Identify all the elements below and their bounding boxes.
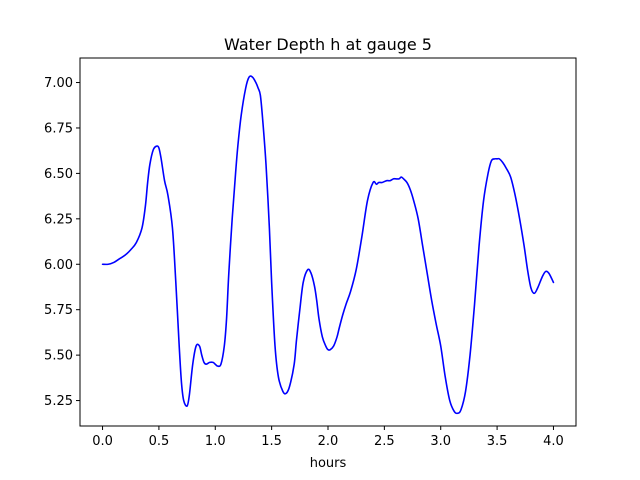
y-tick-label: 5.50: [44, 349, 73, 364]
x-axis-label: hours: [310, 456, 347, 471]
series-line: [101, 75, 555, 415]
y-tick-label: 7.00: [44, 76, 73, 91]
x-tick-label: 4.0: [543, 434, 564, 449]
chart-title: Water Depth h at gauge 5: [224, 35, 432, 54]
x-axis: 0.0 0.5 1.0 1.5 2.0 2.5 3.0 3.5 4.0: [92, 426, 564, 449]
x-tick-label: 2.5: [374, 434, 395, 449]
x-tick-label: 1.0: [205, 434, 226, 449]
x-tick-label: 1.5: [261, 434, 282, 449]
y-tick-label: 5.25: [44, 394, 73, 409]
y-tick-label: 6.75: [44, 121, 73, 136]
y-tick-label: 5.75: [44, 303, 73, 318]
y-tick-label: 6.50: [44, 167, 73, 182]
y-tick-label: 6.00: [44, 258, 73, 273]
x-tick-label: 3.0: [430, 434, 451, 449]
plot-area: [101, 75, 555, 415]
x-tick-label: 0.5: [149, 434, 170, 449]
y-tick-label: 6.25: [44, 212, 73, 227]
x-tick-label: 2.0: [318, 434, 339, 449]
x-tick-label: 0.0: [92, 434, 113, 449]
y-axis: 5.25 5.50 5.75 6.00 6.25 6.50 6.75 7.00: [44, 76, 80, 409]
x-tick-label: 3.5: [487, 434, 508, 449]
